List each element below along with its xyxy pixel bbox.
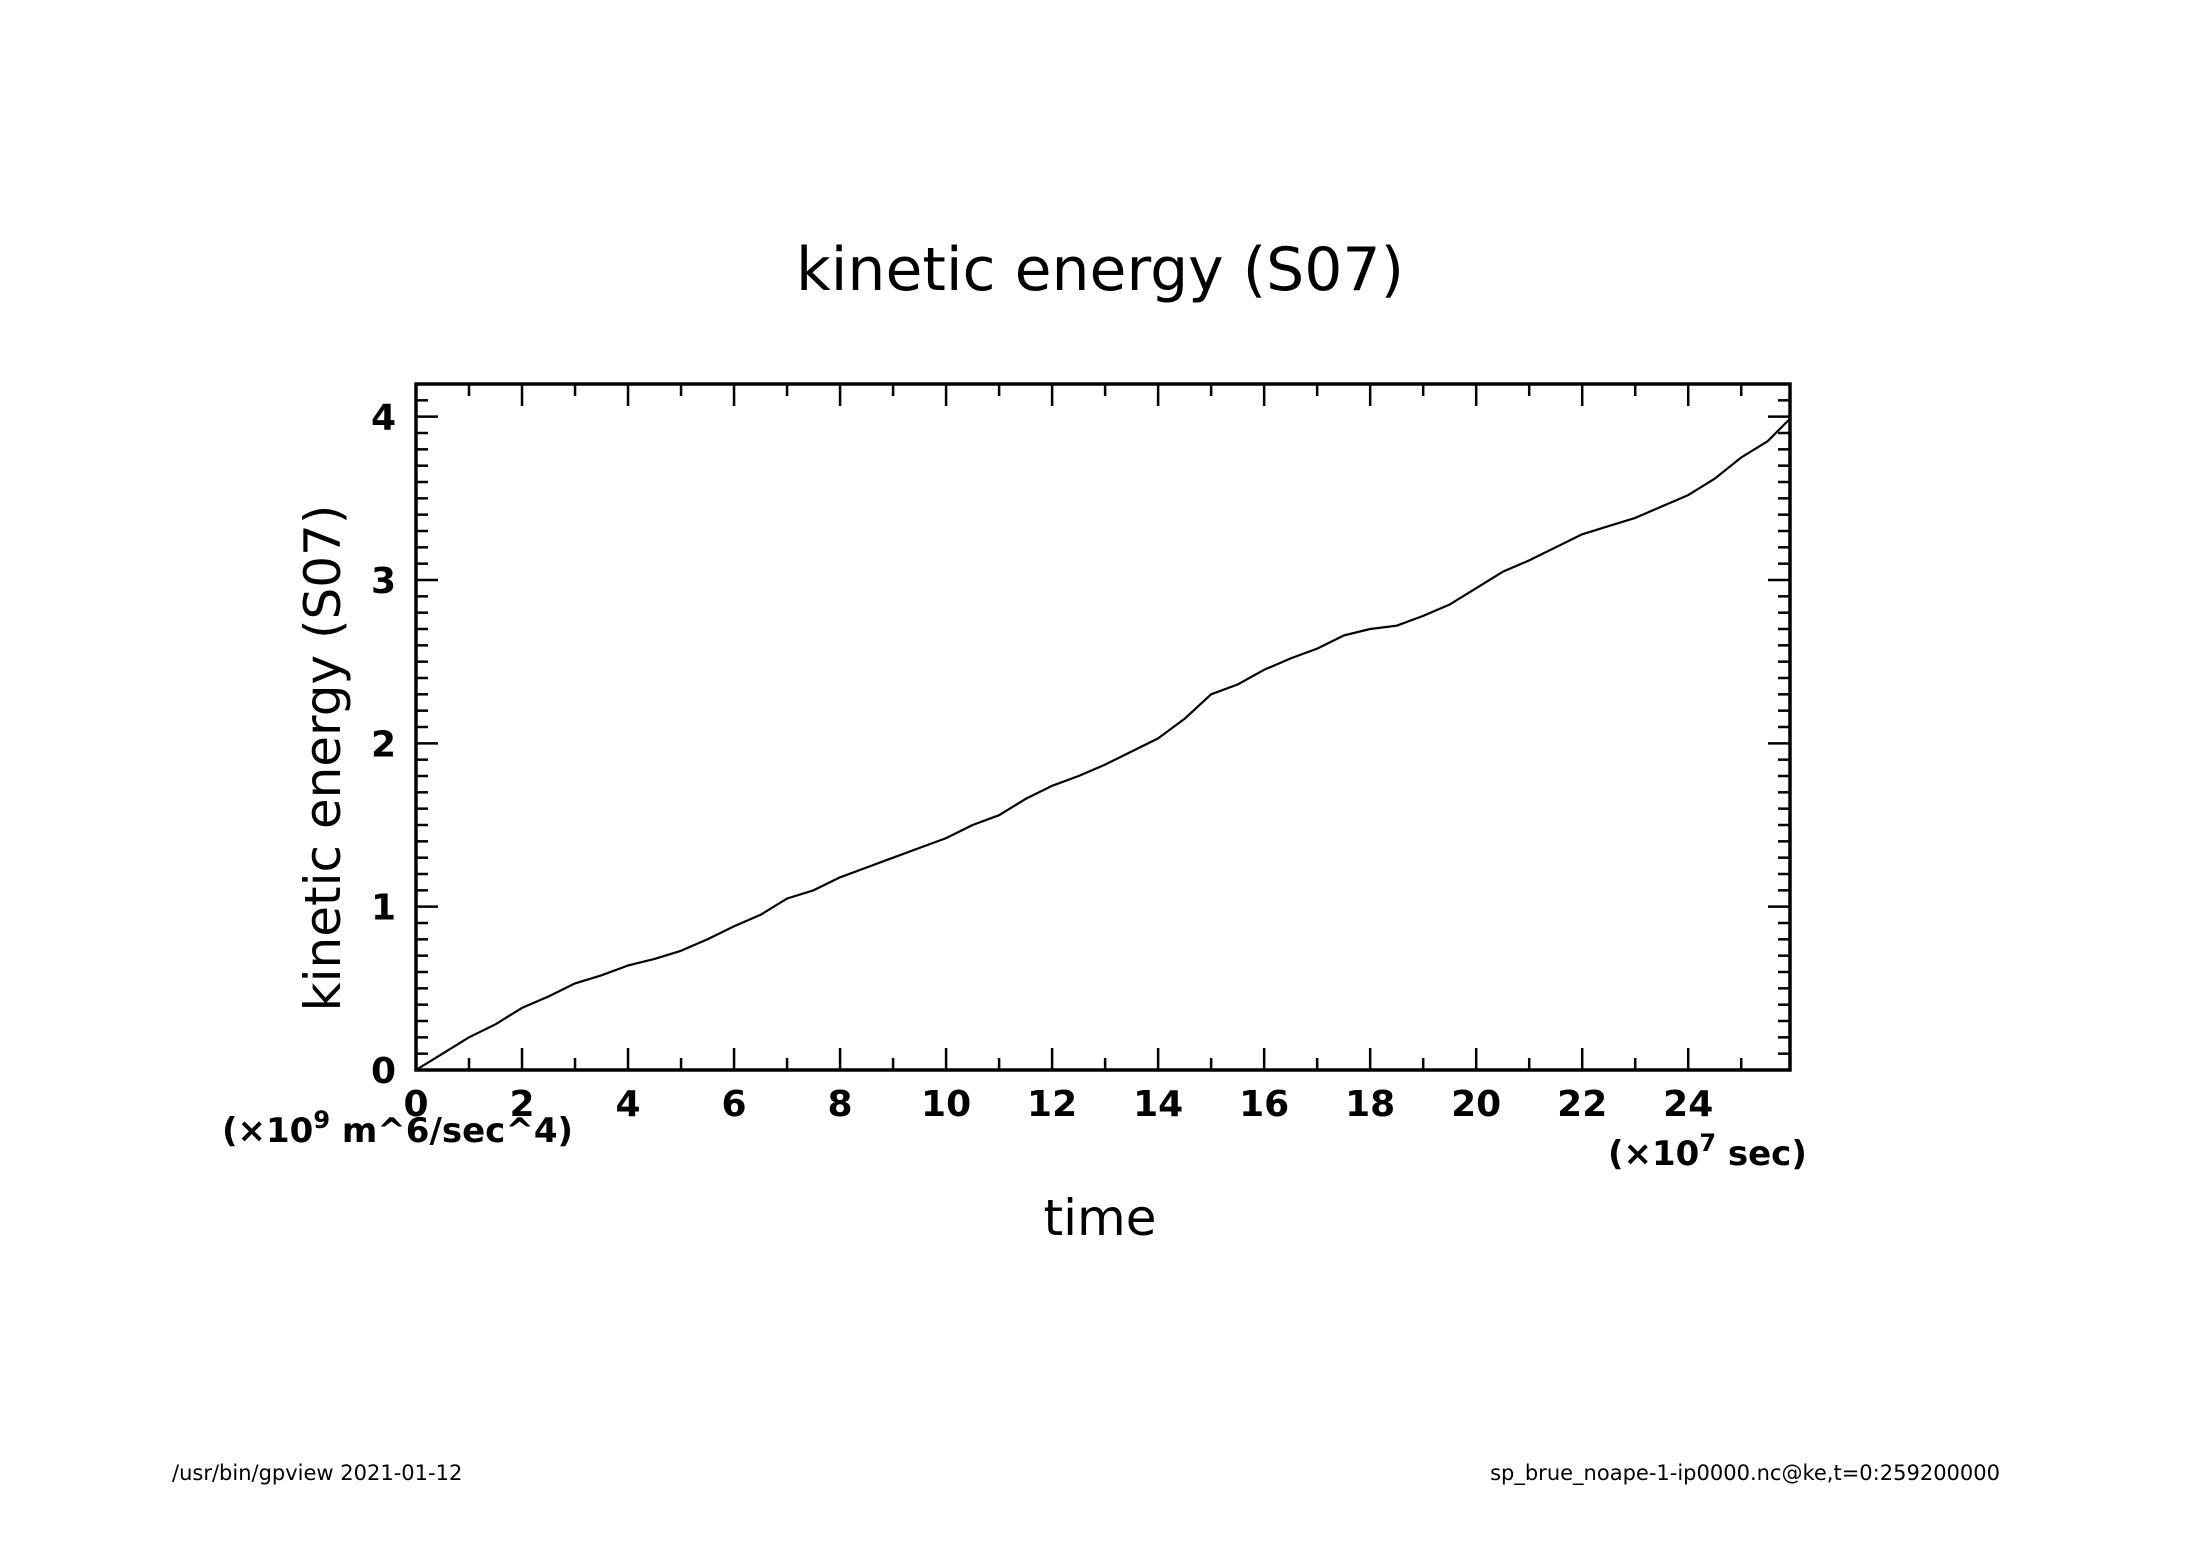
y-tick-label: 3 xyxy=(371,561,396,602)
series-line xyxy=(415,419,1790,1071)
x-tick-label: 22 xyxy=(1557,1084,1607,1125)
x-tick-label: 2 xyxy=(509,1084,534,1125)
x-tick-label: 10 xyxy=(921,1084,971,1125)
x-unit-label: (×107 sec) xyxy=(1608,1129,1807,1174)
y-unit-label: (×109 m^6/sec^4) xyxy=(222,1106,573,1151)
x-tick-label: 4 xyxy=(616,1084,641,1125)
x-tick-label: 12 xyxy=(1027,1084,1077,1125)
x-tick-label: 24 xyxy=(1663,1084,1713,1125)
footer-left: /usr/bin/gpview 2021-01-12 xyxy=(172,1461,462,1485)
x-axis-ticks: 0 2 4 6 8 10 12 14 16 18 20 22 24 xyxy=(403,384,1743,1125)
x-tick-label: 6 xyxy=(722,1084,747,1125)
y-tick-label: 1 xyxy=(371,888,396,929)
series-layer xyxy=(415,419,1790,1071)
x-axis-label: time xyxy=(1044,1189,1157,1247)
y-tick-label: 4 xyxy=(371,398,396,439)
x-tick-label: 8 xyxy=(828,1084,853,1125)
y-axis-ticks: 0 1 2 3 4 xyxy=(371,382,1790,1092)
y-axis-label: kinetic energy (S07) xyxy=(294,505,352,1012)
x-tick-label: 0 xyxy=(403,1084,428,1125)
y-tick-label: 2 xyxy=(371,724,396,765)
chart-title: kinetic energy (S07) xyxy=(796,235,1404,305)
x-tick-label: 14 xyxy=(1133,1084,1183,1125)
x-tick-label: 20 xyxy=(1451,1084,1501,1125)
x-tick-label: 18 xyxy=(1345,1084,1395,1125)
x-tick-label: 16 xyxy=(1239,1084,1289,1125)
y-tick-label: 0 xyxy=(371,1051,396,1092)
footer-right: sp_brue_noape-1-ip0000.nc@ke,t=0:2592000… xyxy=(1490,1461,2000,1486)
